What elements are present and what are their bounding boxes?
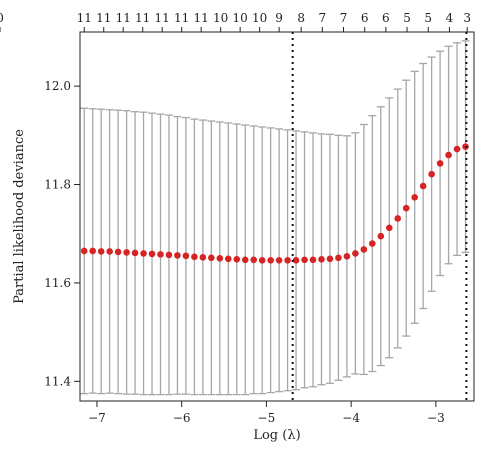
mean-point [131,249,139,257]
top-tick-label: 8 [297,11,305,25]
mean-point [267,256,274,264]
mean-point [436,160,444,167]
top-tick-label: 0 [0,11,4,25]
top-tick-label: 10 [252,11,267,25]
mean-point [402,204,410,212]
mean-point [326,255,334,263]
mean-point [199,254,207,261]
mean-point [157,251,164,258]
top-tick-label: 7 [319,11,327,25]
mean-point [140,250,147,257]
top-tick-label: 11 [155,11,170,25]
mean-point [428,170,435,178]
x-axis: −7 −6 −5 −4 −3 [88,401,445,425]
mean-point [445,151,452,159]
mean-point [250,256,257,264]
x-tick-label: −7 [88,411,106,425]
error-bars [80,40,470,396]
x-tick-label: −6 [173,411,191,425]
mean-point [258,256,266,264]
mean-point [411,194,418,201]
top-tick-label: 10 [213,11,228,25]
mean-point [301,256,308,264]
top-tick-label: 6 [382,11,390,25]
x-tick-label: −5 [258,411,276,425]
mean-point [335,254,342,262]
mean-point [123,249,130,256]
mean-point [89,247,97,255]
y-axis: 11.4 11.6 11.8 12.0 [44,79,80,388]
top-tick-label: 10 [233,11,248,25]
mean-point [114,248,122,256]
top-tick-label: 11 [194,11,209,25]
mean-point [377,232,385,240]
mean-point [275,256,283,264]
top-tick-label: 11 [174,11,189,25]
top-tick-label: 5 [403,11,411,25]
mean-point [97,248,105,255]
top-tick-label: 11 [77,11,92,25]
mean-point [224,255,232,263]
mean-point [208,254,215,262]
x-tick-label: −4 [342,411,360,425]
top-tick-label: 7 [340,11,348,25]
reference-lines [291,32,468,401]
mean-point [360,246,368,253]
mean-points [80,143,469,264]
top-tick-label: 11 [96,11,111,25]
mean-point [309,256,317,264]
mean-point [284,256,291,264]
mean-point [191,253,198,261]
y-tick-label: 11.6 [44,276,71,290]
top-tick-label: 3 [463,11,471,25]
mean-point [369,240,376,247]
mean-point [352,250,359,257]
top-tick-label: 11 [135,11,150,25]
mean-point [453,145,461,153]
mean-point [419,182,427,190]
top-tick-label: 5 [424,11,432,25]
mean-point [241,256,249,264]
mean-point [233,256,241,263]
plot-frame [79,31,475,402]
y-axis-title: Partial likelihood deviance [12,129,27,304]
mean-point [292,256,300,264]
mean-point [80,247,88,255]
y-tick-label: 11.4 [44,374,71,388]
mean-point [385,224,393,232]
y-tick-label: 12.0 [44,79,71,93]
mean-point [318,256,325,263]
x-axis-title: Log (λ) [253,428,300,443]
top-tick-label: 11 [116,11,131,25]
mean-point [216,255,224,262]
top-tick-label: 6 [361,11,369,25]
top-tick-label: 4 [446,11,454,25]
top-axis: 1111111111111110101098776655430 [0,11,471,32]
y-tick-label: 11.8 [44,178,71,192]
x-tick-label: −3 [427,411,445,425]
top-tick-label: 9 [275,11,283,25]
mean-point [148,250,156,258]
mean-point [343,253,351,260]
mean-point [165,251,173,259]
mean-point [174,252,181,259]
mean-point [106,248,113,255]
mean-point [182,252,190,260]
mean-point [394,215,402,222]
